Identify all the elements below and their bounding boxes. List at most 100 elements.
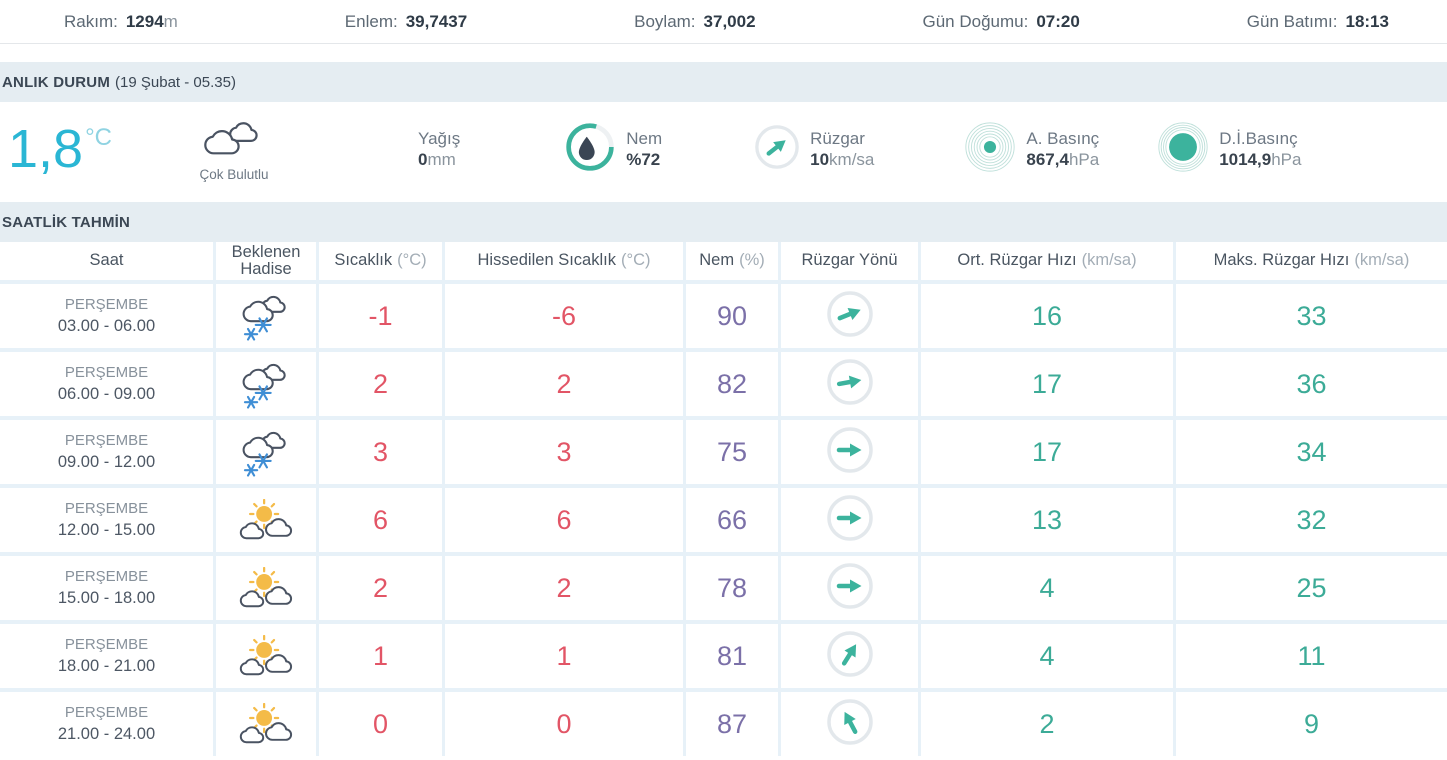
row-max-wind-cell: 25 (1176, 556, 1447, 620)
col-header-expected-event: Beklenen Hadise (216, 242, 316, 280)
longitude-value: 37,002 (703, 11, 756, 31)
wind-arrow-icon (826, 494, 874, 547)
wind-arrow-icon (826, 358, 874, 411)
station-info-bar: Rakım: 1294m Enlem: 39,7437 Boylam: 37,0… (0, 0, 1447, 44)
current-condition: Çok Bulutlu (158, 116, 310, 182)
col-header-time: Saat (0, 242, 213, 280)
current-temperature-value: 1,8 (8, 119, 84, 179)
latitude-item: Enlem: 39,7437 (345, 12, 467, 32)
altitude-value: 1294m (125, 11, 178, 31)
hourly-forecast-table: Saat Beklenen Hadise Sıcaklık (°C) Hissed… (0, 242, 1447, 756)
row-temperature-cell: 3 (319, 420, 442, 484)
wind-arrow-icon (826, 698, 874, 751)
latitude-value: 39,7437 (405, 11, 468, 31)
current-section-date: (19 Şubat - 05.35) (115, 73, 236, 91)
row-max-wind-cell: 9 (1176, 692, 1447, 756)
row-max-wind-cell: 34 (1176, 420, 1447, 484)
hourly-section-header: SAATLİK TAHMİN (0, 202, 1447, 242)
current-temperature-unit: °C (85, 124, 113, 151)
current-condition-label: Çok Bulutlu (199, 167, 269, 182)
row-feels-like-cell: 0 (445, 692, 683, 756)
wind-direction-icon (754, 124, 800, 175)
pressure-label: A. Basınç (1026, 128, 1100, 148)
sunrise-item: Gün Doğumu: 07:20 (923, 12, 1080, 32)
wind-label: Rüzgar (810, 128, 865, 148)
row-time-cell: PERŞEMBE 03.00 - 06.00 (0, 284, 213, 348)
latitude-label: Enlem: (344, 11, 398, 31)
humidity-gauge-icon (564, 121, 616, 178)
row-humidity-cell: 90 (686, 284, 778, 348)
row-time-cell: PERŞEMBE 21.00 - 24.00 (0, 692, 213, 756)
row-avg-wind-cell: 16 (921, 284, 1173, 348)
sun-cloud-icon (216, 556, 316, 620)
wind-arrow-icon (826, 562, 874, 615)
col-header-humidity: Nem (%) (686, 242, 778, 280)
hourly-section-title: SAATLİK TAHMİN (2, 213, 131, 231)
row-time-cell: PERŞEMBE 06.00 - 09.00 (0, 352, 213, 416)
longitude-item: Boylam: 37,002 (634, 12, 755, 32)
sea-pressure-block: D.İ.Basınç 1014,9hPa (1157, 121, 1301, 178)
wind-arrow-icon (826, 426, 874, 479)
row-feels-like-cell: 3 (445, 420, 683, 484)
row-avg-wind-cell: 4 (921, 556, 1173, 620)
col-header-max-wind: Maks. Rüzgar Hızı (km/sa) (1176, 242, 1447, 280)
row-time-cell: PERŞEMBE 09.00 - 12.00 (0, 420, 213, 484)
altitude-label: Rakım: (64, 11, 118, 31)
row-max-wind-cell: 33 (1176, 284, 1447, 348)
humidity-value: %72 (626, 150, 661, 169)
longitude-label: Boylam: (634, 11, 696, 31)
wind-arrow-icon (826, 290, 874, 343)
precipitation-value: 0mm (418, 150, 456, 169)
row-max-wind-cell: 32 (1176, 488, 1447, 552)
double-cloud-icon (203, 116, 265, 165)
sun-cloud-icon (216, 692, 316, 756)
row-feels-like-cell: 1 (445, 624, 683, 688)
snow-cloud-icon (216, 284, 316, 348)
row-humidity-cell: 78 (686, 556, 778, 620)
row-wind-direction-cell (781, 556, 918, 620)
precipitation-label: Yağış (418, 128, 461, 148)
pressure-ripple-icon (964, 121, 1016, 178)
row-time-cell: PERŞEMBE 15.00 - 18.00 (0, 556, 213, 620)
row-humidity-cell: 75 (686, 420, 778, 484)
row-time-cell: PERŞEMBE 12.00 - 15.00 (0, 488, 213, 552)
sunrise-label: Gün Doğumu: (922, 11, 1029, 31)
current-section-title: ANLIK DURUM (2, 73, 111, 91)
row-wind-direction-cell (781, 488, 918, 552)
col-header-avg-wind: Ort. Rüzgar Hızı (km/sa) (921, 242, 1173, 280)
row-avg-wind-cell: 2 (921, 692, 1173, 756)
wind-block: Rüzgar 10km/sa (754, 124, 874, 175)
sunset-item: Gün Batımı: 18:13 (1247, 12, 1389, 32)
humidity-label: Nem (626, 128, 663, 148)
row-wind-direction-cell (781, 352, 918, 416)
row-temperature-cell: 1 (319, 624, 442, 688)
row-feels-like-cell: -6 (445, 284, 683, 348)
snow-cloud-icon (216, 420, 316, 484)
row-feels-like-cell: 2 (445, 352, 683, 416)
sunset-value: 18:13 (1345, 11, 1389, 31)
row-humidity-cell: 82 (686, 352, 778, 416)
row-wind-direction-cell (781, 624, 918, 688)
row-temperature-cell: 2 (319, 556, 442, 620)
current-temperature: 1,8 °C (8, 110, 158, 188)
sunrise-value: 07:20 (1036, 11, 1080, 31)
row-temperature-cell: -1 (319, 284, 442, 348)
row-time-cell: PERŞEMBE 18.00 - 21.00 (0, 624, 213, 688)
row-avg-wind-cell: 17 (921, 352, 1173, 416)
humidity-block: Nem %72 (564, 121, 662, 178)
row-temperature-cell: 0 (319, 692, 442, 756)
snow-cloud-icon (216, 352, 316, 416)
row-avg-wind-cell: 17 (921, 420, 1173, 484)
current-conditions-panel: 1,8 °C Çok Bulutlu Yağış 0mm (0, 102, 1447, 196)
row-wind-direction-cell (781, 284, 918, 348)
col-header-feels-like: Hissedilen Sıcaklık (°C) (445, 242, 683, 280)
row-humidity-cell: 87 (686, 692, 778, 756)
precipitation-block: Yağış 0mm (418, 128, 460, 171)
sea-pressure-value: 1014,9hPa (1219, 150, 1302, 169)
sun-cloud-icon (216, 624, 316, 688)
row-feels-like-cell: 2 (445, 556, 683, 620)
row-max-wind-cell: 36 (1176, 352, 1447, 416)
row-temperature-cell: 6 (319, 488, 442, 552)
sun-cloud-icon (216, 488, 316, 552)
sea-pressure-ripple-icon (1157, 121, 1209, 178)
